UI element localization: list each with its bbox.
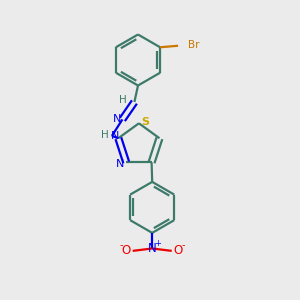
Text: N: N [148, 242, 157, 255]
Text: Br: Br [188, 40, 199, 50]
Text: N: N [111, 131, 119, 141]
Text: +: + [154, 239, 161, 248]
Text: -: - [119, 241, 123, 250]
Text: -: - [181, 241, 185, 250]
Text: S: S [142, 117, 149, 127]
Text: H: H [101, 130, 109, 140]
Text: N: N [113, 114, 121, 124]
Text: H: H [119, 94, 127, 105]
Text: O: O [174, 244, 183, 257]
Text: O: O [122, 244, 131, 257]
Text: N: N [116, 159, 124, 169]
